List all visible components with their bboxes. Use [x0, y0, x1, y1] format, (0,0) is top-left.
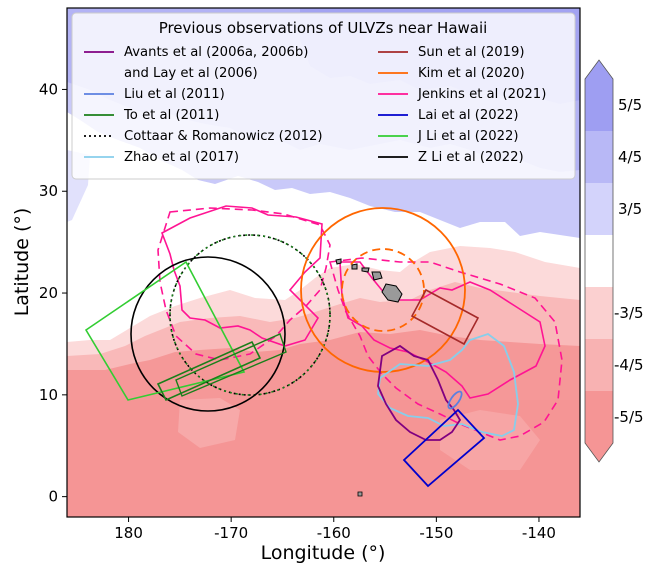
island-molokai — [361, 267, 370, 273]
legend-label: Cottaar & Romanowicz (2012) — [124, 129, 323, 144]
legend-label: Jenkins et al (2021) — [417, 87, 546, 102]
y-tick-label: 0 — [48, 488, 58, 506]
y-tick-label: 30 — [39, 182, 58, 200]
legend-label: Lai et al (2022) — [418, 108, 519, 123]
island-kauai — [335, 258, 342, 265]
colorbar-seg-pos3 — [585, 183, 613, 235]
y-axis-label: Latitude (°) — [11, 208, 33, 317]
jenkins-2021-solid-east — [339, 261, 546, 399]
x-tick-label: -170 — [214, 524, 248, 542]
island-oahu — [351, 263, 358, 270]
colorbar: 5/5 4/5 3/5 -3/5 -4/5 -5/5 — [584, 59, 644, 463]
x-axis-ticks: 180 -170 -160 -150 -140 — [114, 517, 556, 542]
island-maui — [371, 271, 383, 281]
legend-label: To et al (2011) — [123, 108, 219, 123]
lai-2022-box — [402, 408, 486, 488]
x-tick-label: -150 — [419, 524, 453, 542]
legend: Previous observations of ULVZs near Hawa… — [71, 12, 576, 180]
island-hawaii — [381, 283, 403, 303]
y-axis-ticks: 0 10 20 30 40 — [39, 80, 67, 506]
colorbar-label-neg5: -5/5 — [614, 408, 644, 426]
legend-label: J Li et al (2022) — [417, 129, 519, 144]
legend-entry: Jenkins et al (2021) — [378, 87, 546, 102]
y-tick-label: 40 — [39, 80, 58, 98]
legend-label-continued: and Lay et al (2006) — [124, 66, 258, 81]
legend-entry: Sun et al (2019) — [378, 45, 525, 60]
legend-entry: J Li et al (2022) — [378, 129, 519, 144]
y-tick-label: 10 — [39, 386, 58, 404]
legend-entry: Zhao et al (2017) — [84, 150, 239, 165]
x-tick-label: -160 — [317, 524, 351, 542]
x-tick-label: -140 — [522, 524, 556, 542]
legend-label: Kim et al (2020) — [418, 66, 525, 81]
kim-2020-inner — [341, 248, 425, 332]
slow-light-patch — [178, 398, 240, 448]
hawaiian-islands — [335, 258, 403, 303]
to-2011-box-1 — [156, 340, 262, 402]
jenkins-2021-solid-west — [161, 205, 323, 347]
colorbar-label-pos3: 3/5 — [618, 200, 642, 218]
to-2011-circle — [169, 234, 331, 396]
x-axis-label: Longitude (°) — [261, 542, 386, 564]
colorbar-bottom-arrow — [585, 443, 613, 462]
liu-2011-ellipse — [447, 390, 463, 410]
legend-title: Previous observations of ULVZs near Hawa… — [159, 19, 488, 37]
colorbar-seg-neg3 — [585, 287, 613, 339]
legend-entry: Kim et al (2020) — [378, 66, 525, 81]
colorbar-label-pos4: 4/5 — [618, 148, 642, 166]
legend-entry: Liu et al (2011) — [84, 87, 225, 102]
legend-entry: Cottaar & Romanowicz (2012) — [84, 129, 323, 144]
sun-2019-box — [410, 288, 480, 346]
legend-label: Avants et al (2006a, 2006b) — [124, 45, 308, 60]
j-li-2022-box — [84, 260, 246, 401]
legend-label: Sun et al (2019) — [418, 45, 525, 60]
colorbar-top-arrow — [585, 60, 613, 79]
kim-2020-outer — [300, 207, 466, 373]
island-small-south — [357, 491, 363, 497]
colorbar-label-pos5: 5/5 — [618, 96, 642, 114]
legend-entry: Z Li et al (2022) — [378, 150, 524, 165]
z-li-2022-circle — [130, 256, 286, 412]
legend-entries: Avants et al (2006a, 2006b) and Lay et al… — [84, 45, 546, 165]
legend-label: Z Li et al (2022) — [418, 150, 524, 165]
colorbar-label-neg4: -4/5 — [614, 356, 644, 374]
legend-entry: To et al (2011) — [84, 108, 219, 123]
zhao-2017-contour — [377, 332, 519, 437]
colorbar-seg-neg5 — [585, 391, 613, 443]
colorbar-seg-neutral — [585, 235, 613, 287]
jenkins-2021-dashed-west — [157, 207, 331, 361]
legend-label: Zhao et al (2017) — [124, 150, 239, 165]
to-2011-box-2 — [175, 333, 287, 397]
colorbar-outline — [584, 59, 614, 463]
colorbar-label-neg3: -3/5 — [614, 304, 644, 322]
colorbar-seg-pos4 — [585, 131, 613, 183]
colorbar-seg-pos5 — [585, 79, 613, 131]
x-tick-label: 180 — [114, 524, 143, 542]
legend-entry: Avants et al (2006a, 2006b) and Lay et al… — [84, 45, 308, 81]
plot-frame — [66, 7, 581, 518]
y-tick-label: 20 — [39, 284, 58, 302]
legend-label: Liu et al (2011) — [124, 87, 225, 102]
colorbar-seg-neg4 — [585, 339, 613, 391]
legend-entry: Lai et al (2022) — [378, 108, 519, 123]
avants-2006-contour — [377, 344, 462, 441]
legend-box — [71, 12, 576, 180]
